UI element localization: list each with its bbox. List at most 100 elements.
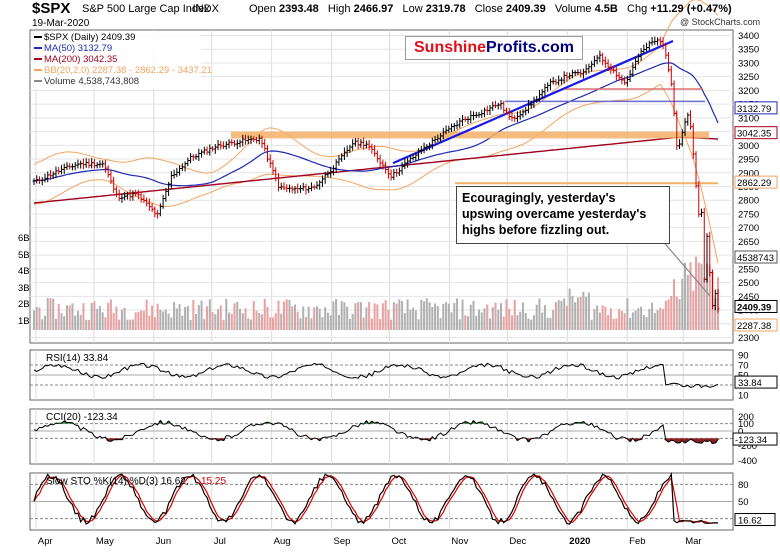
side-value-box bbox=[734, 175, 778, 189]
volume-bar bbox=[673, 279, 676, 330]
volume-bar bbox=[293, 304, 296, 330]
volume-bar bbox=[700, 263, 703, 330]
price-tick-label: 2950 bbox=[738, 155, 759, 166]
volume-bar bbox=[618, 309, 621, 330]
volume-bar bbox=[453, 302, 456, 330]
volume-bar bbox=[412, 307, 415, 330]
volume-bar bbox=[543, 304, 546, 330]
price-tick-label: 3200 bbox=[738, 86, 759, 97]
volume-bar bbox=[653, 313, 656, 330]
volume-bar bbox=[530, 319, 533, 330]
volume-tick-label: 1B bbox=[18, 316, 30, 327]
volume-bar bbox=[532, 315, 535, 330]
legend-entry: $SPX (Daily) 2409.39 bbox=[44, 32, 135, 43]
volume-bar bbox=[282, 301, 285, 330]
volume-bar bbox=[340, 300, 343, 330]
volume-bar bbox=[642, 315, 645, 330]
side-value-box bbox=[734, 318, 778, 332]
volume-tick-label: 3B bbox=[18, 283, 30, 294]
volume-bar bbox=[219, 305, 222, 330]
price-tick-label: 3100 bbox=[738, 113, 759, 124]
volume-bar bbox=[535, 304, 538, 330]
x-tick-label: Jun bbox=[156, 536, 171, 547]
volume-bar bbox=[280, 313, 283, 330]
legend-background bbox=[31, 31, 201, 89]
volume-bar bbox=[335, 298, 338, 330]
ma50-line bbox=[33, 62, 719, 187]
volume-bar bbox=[57, 303, 60, 330]
volume-bar bbox=[527, 318, 530, 330]
volume-bar bbox=[390, 319, 393, 330]
volume-bar bbox=[659, 307, 662, 330]
volume-bar bbox=[332, 301, 335, 330]
volume-bar bbox=[434, 303, 437, 330]
volume-bar bbox=[714, 298, 717, 330]
volume-bar bbox=[576, 297, 579, 330]
ohlc-readout: Open 2393.48 High 2466.97 Low 2319.78 Cl… bbox=[249, 3, 732, 15]
volume-bar bbox=[225, 298, 228, 330]
volume-bar bbox=[478, 309, 481, 330]
chart-date: 19-Mar-2020 bbox=[32, 18, 90, 29]
volume-bar bbox=[629, 317, 632, 330]
volume-bar bbox=[151, 305, 154, 330]
volume-bar bbox=[664, 300, 667, 330]
volume-bar bbox=[623, 313, 626, 330]
volume-bar bbox=[348, 318, 351, 330]
volume-bar bbox=[173, 301, 176, 330]
volume-bar bbox=[271, 317, 274, 330]
legend-entry: Volume 4,538,743,808 bbox=[44, 76, 139, 87]
volume-bar bbox=[409, 309, 412, 330]
volume-bar bbox=[384, 300, 387, 330]
price-tick-label: 3400 bbox=[738, 31, 759, 42]
volume-bar bbox=[178, 304, 181, 330]
volume-bar bbox=[513, 299, 516, 330]
x-tick-label: Apr bbox=[38, 536, 53, 547]
volume-bar bbox=[445, 302, 448, 330]
volume-bar bbox=[321, 317, 324, 330]
x-tick-label: Oct bbox=[392, 536, 407, 547]
cci-tick-label: -200 bbox=[738, 441, 757, 452]
volume-bar bbox=[79, 314, 82, 330]
volume-bar bbox=[346, 306, 349, 330]
volume-bar bbox=[379, 318, 382, 330]
volume-bar bbox=[480, 312, 483, 330]
volume-bar bbox=[137, 312, 140, 330]
volume-tick-label: 4B bbox=[18, 266, 30, 277]
volume-bar bbox=[387, 309, 390, 330]
volume-bar bbox=[538, 298, 541, 330]
legend-entry: MA(50) 3132.79 bbox=[44, 43, 112, 54]
volume-bar bbox=[450, 312, 453, 330]
volume-bar bbox=[318, 308, 321, 330]
volume-bar bbox=[277, 300, 280, 330]
price-tick-label: 2900 bbox=[738, 168, 759, 179]
volume-bar bbox=[684, 262, 687, 330]
volume-bar bbox=[508, 308, 511, 330]
volume-bar bbox=[634, 310, 637, 330]
volume-bar bbox=[593, 309, 596, 330]
side-value-label: 2862.29 bbox=[737, 178, 771, 189]
volume-bar bbox=[315, 306, 318, 330]
side-value-label: 2409.39 bbox=[737, 302, 771, 313]
volume-bar bbox=[425, 298, 428, 330]
volume-bar bbox=[76, 310, 79, 330]
volume-bar bbox=[258, 313, 261, 330]
volume-bar bbox=[41, 319, 44, 330]
volume-bar bbox=[521, 302, 524, 330]
volume-bar bbox=[464, 315, 467, 330]
volume-bar bbox=[651, 302, 654, 330]
volume-bar bbox=[186, 306, 189, 330]
volume-bar bbox=[519, 311, 522, 330]
volume-bar bbox=[230, 313, 233, 330]
volume-bar bbox=[662, 309, 665, 330]
volume-bar bbox=[236, 301, 239, 330]
volume-bar bbox=[123, 307, 126, 330]
volume-bar bbox=[164, 309, 167, 330]
volume-bar bbox=[170, 317, 173, 330]
volume-bar bbox=[104, 317, 107, 330]
sto-tick-label: 50 bbox=[738, 497, 749, 508]
volume-bar bbox=[491, 307, 494, 330]
volume-bar bbox=[678, 299, 681, 330]
volume-bar bbox=[442, 303, 445, 330]
